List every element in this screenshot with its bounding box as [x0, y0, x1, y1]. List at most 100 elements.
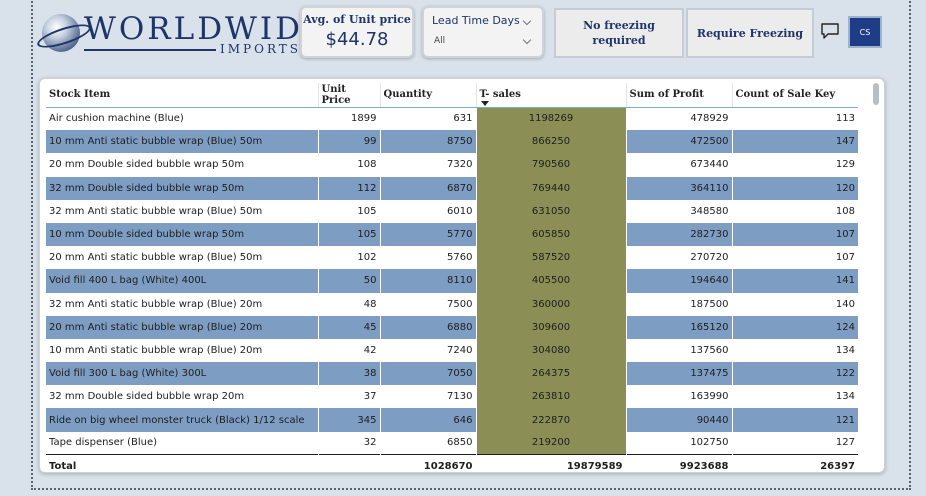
cell-count-of-sale-key: 121: [731, 408, 858, 432]
cell-sum-of-profit: 90440: [625, 408, 732, 432]
column-header-t-sales-label: T- sales: [479, 89, 521, 101]
cell-stock-item: 32 mm Double sided bubble wrap 50m: [46, 176, 318, 200]
cell-sum-of-profit: 472500: [625, 130, 732, 154]
table-row[interactable]: 20 mm Double sided bubble wrap 50m 108 732…: [46, 153, 858, 177]
table-row[interactable]: Void fill 400 L bag (White) 400L 50 8110 40…: [46, 269, 858, 293]
cell-unit-price: 99: [317, 130, 380, 154]
table-row[interactable]: 10 mm Anti static bubble wrap (Blue) 50m…: [46, 130, 858, 154]
cell-count-of-sale-key: 122: [731, 362, 858, 386]
cell-count-of-sale-key: 108: [731, 199, 858, 223]
cell-stock-item: 10 mm Anti static bubble wrap (Blue) 50m: [46, 130, 318, 154]
cell-stock-item: 20 mm Double sided bubble wrap 50m: [49, 159, 245, 171]
cell-count-of-sale-key: 120: [731, 176, 858, 200]
table-row[interactable]: Air cushion machine (Blue) 1899 631 1198269…: [46, 107, 858, 131]
cell-count-of-sale-key: 107: [731, 222, 858, 247]
column-header-t-sales[interactable]: T- sales: [475, 83, 626, 108]
worldwide-imports-logo: WORLDWIDE IMPORTS: [40, 8, 326, 58]
chevron-down-icon[interactable]: [522, 16, 532, 26]
column-header-quantity[interactable]: Quantity: [379, 83, 476, 108]
total-quantity: 1028670: [379, 454, 476, 472]
cell-count-of-sale-key: 147: [731, 130, 858, 154]
cell-sum-of-profit: 165120: [625, 315, 732, 339]
total-count-of-sale-key: 26397: [731, 454, 858, 472]
cell-unit-price: 45: [317, 315, 380, 339]
table-row[interactable]: 32 mm Double sided bubble wrap 50m 112 687…: [46, 176, 858, 200]
column-header-sum-of-profit[interactable]: Sum of Profit: [625, 83, 732, 108]
vertical-scrollbar[interactable]: [873, 83, 879, 105]
cell-quantity: 7050: [379, 362, 476, 386]
cell-stock-item: 32 mm Double sided bubble wrap 20m: [49, 391, 245, 403]
table-row[interactable]: 32 mm Anti static bubble wrap (Blue) 20m…: [46, 292, 858, 316]
cell-quantity: 7240: [379, 338, 476, 363]
cell-count-of-sale-key: 140: [731, 292, 858, 316]
cell-sum-of-profit: 282730: [625, 222, 732, 247]
cell-t-sales: 631050: [475, 199, 626, 223]
table-row[interactable]: 20 mm Anti static bubble wrap (Blue) 50m…: [46, 246, 858, 270]
cell-unit-price: 105: [317, 222, 380, 247]
table-row[interactable]: 10 mm Anti static bubble wrap (Blue) 20m…: [46, 338, 858, 363]
column-header-count-of-sale-key[interactable]: Count of Sale Key: [731, 83, 858, 108]
table-row[interactable]: Void fill 300 L bag (White) 300L 38 7050 26…: [46, 362, 858, 386]
cell-quantity: 7500: [379, 292, 476, 316]
cell-sum-of-profit: 348580: [625, 199, 732, 223]
cell-stock-item: 20 mm Anti static bubble wrap (Blue) 20m: [46, 315, 318, 339]
cell-sum-of-profit: 194640: [625, 269, 732, 293]
cell-sum-of-profit: 478929: [625, 107, 732, 131]
cell-sum-of-profit: 163990: [625, 385, 732, 409]
cell-unit-price: 38: [317, 362, 380, 386]
user-avatar[interactable]: CS: [848, 16, 882, 48]
cell-t-sales: 605850: [475, 222, 626, 247]
cell-count-of-sale-key: 134: [731, 385, 858, 409]
cell-quantity: 7130: [379, 385, 476, 409]
stock-item-table: Stock Item Unit Price Quantity T- sales …: [39, 78, 885, 473]
cell-t-sales: 304080: [475, 338, 626, 363]
cell-t-sales: 219200: [475, 431, 626, 455]
table-row[interactable]: 20 mm Anti static bubble wrap (Blue) 20m…: [46, 315, 858, 339]
table-row[interactable]: 32 mm Double sided bubble wrap 20m 37 7130…: [46, 385, 858, 409]
no-freezing-button[interactable]: No freezing required: [554, 8, 684, 58]
cell-t-sales: 360000: [475, 292, 626, 316]
cell-t-sales: 264375: [475, 362, 626, 386]
cell-sum-of-profit: 270720: [625, 246, 732, 270]
cell-sum-of-profit: 187500: [625, 292, 732, 316]
cell-count-of-sale-key: 129: [731, 153, 858, 177]
cell-t-sales: 769440: [475, 176, 626, 200]
cell-stock-item: Tape dispenser (Blue): [49, 437, 158, 449]
table-row[interactable]: 10 mm Double sided bubble wrap 50m 105 577…: [46, 222, 858, 247]
logo-rule: [84, 49, 216, 51]
cell-quantity: 6850: [379, 431, 476, 455]
table-row[interactable]: Ride on big wheel monster truck (Black) …: [46, 408, 858, 432]
cell-unit-price: 112: [317, 176, 380, 200]
cell-stock-item: Void fill 400 L bag (White) 400L: [46, 269, 318, 293]
cell-quantity: 5760: [379, 246, 476, 270]
cell-unit-price: 105: [317, 199, 380, 223]
cell-quantity: 6870: [379, 176, 476, 200]
cell-count-of-sale-key: 113: [731, 107, 858, 131]
require-freezing-button[interactable]: Require Freezing: [686, 8, 814, 58]
cell-count-of-sale-key: 134: [731, 338, 858, 363]
column-header-unit-price[interactable]: Unit Price: [317, 83, 380, 108]
cell-count-of-sale-key: 124: [731, 315, 858, 339]
column-header-stock-item[interactable]: Stock Item: [46, 83, 318, 108]
cell-sum-of-profit: 673440: [625, 153, 732, 177]
comment-icon[interactable]: [820, 22, 840, 40]
cell-sum-of-profit: 364110: [625, 176, 732, 200]
cell-t-sales: 866250: [475, 130, 626, 154]
slicer-value[interactable]: All: [434, 36, 446, 46]
table-row[interactable]: 32 mm Anti static bubble wrap (Blue) 50m…: [46, 199, 858, 223]
cell-t-sales: 309600: [475, 315, 626, 339]
cell-t-sales: 405500: [475, 269, 626, 293]
total-stock-item: Total: [46, 454, 318, 472]
cell-t-sales: 263810: [475, 385, 626, 409]
cell-sum-of-profit: 137560: [625, 338, 732, 363]
cell-stock-item: Air cushion machine (Blue): [49, 113, 184, 125]
cell-unit-price: 108: [317, 153, 380, 177]
cell-unit-price: 1899: [317, 107, 380, 131]
lead-time-days-slicer[interactable]: Lead Time Days All: [422, 6, 544, 58]
table-row[interactable]: Tape dispenser (Blue) 32 6850 219200 102750 1…: [46, 431, 858, 455]
chevron-down-icon[interactable]: [522, 35, 532, 45]
cell-quantity: 6880: [379, 315, 476, 339]
kpi-title: Avg. of Unit price: [303, 13, 411, 26]
cell-unit-price: 37: [317, 385, 380, 409]
